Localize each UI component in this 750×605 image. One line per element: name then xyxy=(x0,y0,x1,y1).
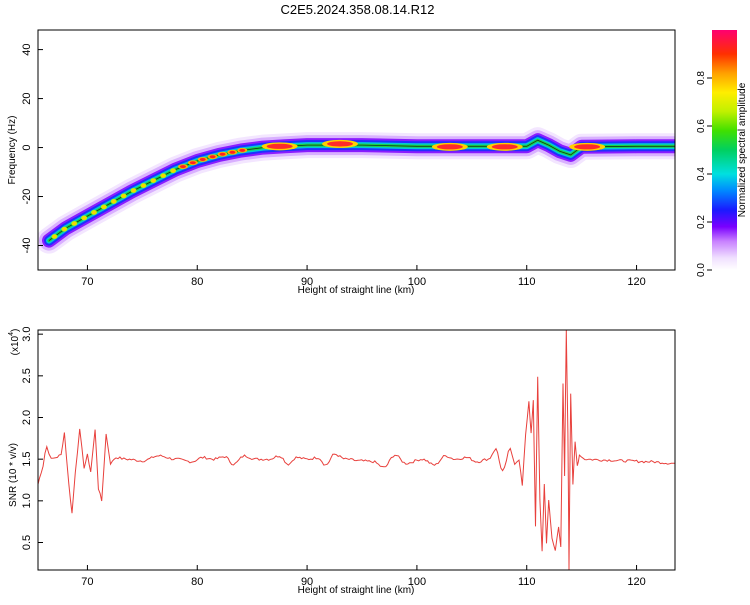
x-tick-label: 80 xyxy=(191,276,203,288)
spectrogram-x-axis-label: Height of straight line (km) xyxy=(298,285,415,296)
colorbar-tick-label: 0.6 xyxy=(696,119,707,133)
snr-scale-base: (x10 xyxy=(10,335,21,355)
amplitude-bead-core xyxy=(229,150,236,154)
x-tick-label: 100 xyxy=(408,576,426,588)
amplitude-bead-core xyxy=(151,179,155,183)
snr-series-line xyxy=(38,330,675,570)
y-tick-label: 1.5 xyxy=(21,452,33,467)
snr-panel: 70 80 90 100 110 120 0.5 1.0 1.5 2.0 2.5 3.0 Heigh… xyxy=(8,327,676,596)
amplitude-bead-core xyxy=(219,152,226,156)
snr-scale-factor: (x104) xyxy=(8,329,21,356)
peak-core xyxy=(266,143,293,149)
figure-title: C2E5.2024.358.08.14.R12 xyxy=(280,2,435,17)
amplitude-bead-core xyxy=(62,227,66,231)
colorbar-tick-label: 0.2 xyxy=(696,215,707,229)
spectrogram-plot-area xyxy=(38,127,675,254)
colorbar-tick-label: 0.4 xyxy=(696,167,707,181)
spectrogram-x-ticks: 70 80 90 100 110 120 xyxy=(81,265,646,288)
colorbar-tick-label: 0.8 xyxy=(696,71,707,85)
amplitude-bead-core xyxy=(102,205,106,209)
x-tick-label: 90 xyxy=(301,276,313,288)
amplitude-bead-core xyxy=(72,221,76,225)
amplitude-bead-core xyxy=(131,189,136,193)
snr-y-axis-label: SNR (10 * v/v) xyxy=(8,443,19,507)
x-tick-label: 120 xyxy=(627,576,645,588)
amplitude-bead-core xyxy=(239,148,246,152)
y-tick-label: 2.0 xyxy=(21,410,33,425)
y-tick-label: 20 xyxy=(21,92,33,104)
x-tick-label: 90 xyxy=(301,576,313,588)
peak-core xyxy=(491,144,518,150)
y-tick-label: -20 xyxy=(21,189,33,205)
svg-text:(x104): (x104) xyxy=(8,329,21,356)
y-tick-label: 2.5 xyxy=(21,368,33,383)
peak-core xyxy=(574,144,601,150)
x-tick-label: 80 xyxy=(191,576,203,588)
y-tick-label: 1.0 xyxy=(21,493,33,508)
x-tick-label: 110 xyxy=(518,576,536,588)
colorbar: 0.0 0.2 0.4 0.6 0.8 Normalized spectral ampl… xyxy=(696,30,748,277)
amplitude-bead-core xyxy=(171,169,175,173)
x-tick-label: 120 xyxy=(627,276,645,288)
amplitude-bead-core xyxy=(161,174,165,178)
snr-plot-area xyxy=(38,330,675,570)
spectrogram-y-axis-label: Frequency (Hz) xyxy=(7,116,18,185)
y-tick-label: 3.0 xyxy=(21,327,33,342)
x-tick-label: 70 xyxy=(81,576,93,588)
amplitude-bead-core xyxy=(141,184,146,188)
x-tick-label: 70 xyxy=(81,276,93,288)
spectrogram-panel: 70 80 90 100 110 120 -40 -20 0 20 40 Height of st… xyxy=(7,29,676,296)
colorbar-tick-label: 0.0 xyxy=(696,263,707,277)
peak-core xyxy=(327,141,354,147)
colorbar-scale xyxy=(712,30,737,270)
amplitude-bead-core xyxy=(179,165,186,169)
snr-y-ticks: 0.5 1.0 1.5 2.0 2.5 3.0 xyxy=(21,327,43,550)
y-tick-label: -40 xyxy=(21,238,33,254)
amplitude-bead-core xyxy=(199,157,206,161)
y-tick-label: 0.5 xyxy=(21,535,33,550)
amplitude-bead-core xyxy=(189,161,196,165)
x-tick-label: 110 xyxy=(518,276,536,288)
spectrogram-y-ticks: -40 -20 0 20 40 xyxy=(21,43,43,253)
amplitude-bead-core xyxy=(112,199,116,203)
amplitude-bead-core xyxy=(52,235,57,239)
colorbar-ticks: 0.0 0.2 0.4 0.6 0.8 xyxy=(696,71,712,277)
spectrogram-frame xyxy=(37,29,676,271)
snr-x-axis-label: Height of straight line (km) xyxy=(298,585,415,596)
peak-core xyxy=(436,144,463,150)
amplitude-bead-core xyxy=(82,216,86,220)
amplitude-bead-core xyxy=(122,194,126,198)
y-tick-label: 0 xyxy=(21,144,33,150)
y-tick-label: 40 xyxy=(21,43,33,55)
amplitude-bead-core xyxy=(209,155,216,159)
snr-frame xyxy=(37,329,676,571)
amplitude-bead-core xyxy=(92,210,96,214)
snr-x-ticks: 70 80 90 100 110 120 xyxy=(81,565,646,588)
snr-scale-exp: 4 xyxy=(8,332,15,336)
colorbar-label: Normalized spectral amplitude xyxy=(737,82,748,217)
x-tick-label: 100 xyxy=(408,276,426,288)
